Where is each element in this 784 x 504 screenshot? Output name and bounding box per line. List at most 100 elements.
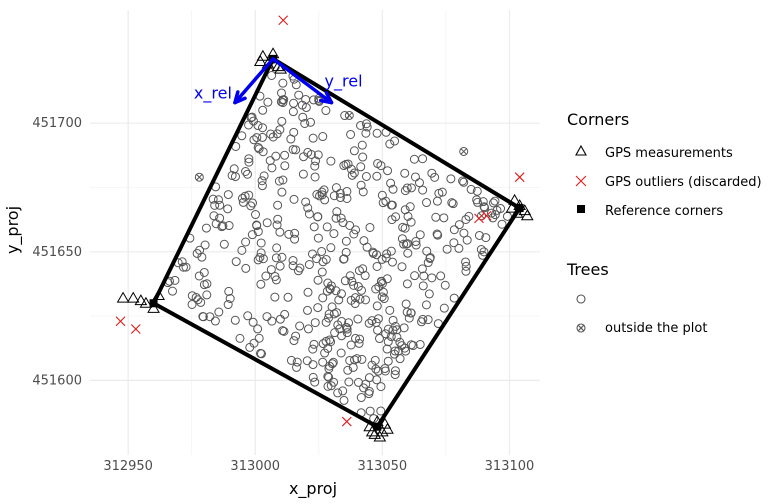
tree-point xyxy=(310,318,320,328)
tree-point xyxy=(448,199,458,209)
gps-outlier-point xyxy=(514,172,525,183)
tree-point xyxy=(254,333,264,343)
tree-point xyxy=(280,309,290,319)
tree-point xyxy=(198,312,208,322)
tree-point xyxy=(356,180,366,190)
tree-point xyxy=(241,237,251,247)
tree-point xyxy=(337,331,347,341)
tree-point xyxy=(262,312,272,322)
gps-outlier-point xyxy=(474,213,484,224)
tree-point xyxy=(247,230,257,240)
tree-point xyxy=(372,301,382,311)
tree-point xyxy=(255,348,265,358)
tree-point xyxy=(240,191,250,201)
tree-point xyxy=(225,294,235,304)
tree-point xyxy=(461,257,471,267)
tree-point xyxy=(466,184,476,194)
tree-point xyxy=(313,275,323,285)
tree-point xyxy=(386,246,396,256)
tree-outside-point xyxy=(344,110,354,120)
tree-point xyxy=(418,314,428,324)
tree-point xyxy=(439,303,449,313)
tree-point xyxy=(383,324,393,334)
gps-outlier-point xyxy=(130,324,141,334)
tree-point xyxy=(346,129,356,139)
y-tick-label: 451700 xyxy=(32,116,82,131)
tree-point xyxy=(387,200,397,210)
tree-point xyxy=(267,163,277,173)
tree-point xyxy=(317,187,327,197)
grid xyxy=(90,10,540,455)
tree-point xyxy=(447,198,457,208)
tree-point xyxy=(241,263,251,273)
tree-point xyxy=(258,123,268,133)
tree-point xyxy=(298,169,308,179)
tree-point xyxy=(321,317,331,327)
tree-point xyxy=(331,213,341,223)
tree-point xyxy=(417,264,427,274)
tree-point xyxy=(178,262,188,272)
tree-point xyxy=(375,334,385,344)
tree-point xyxy=(323,371,333,381)
tree-point xyxy=(272,220,282,230)
tree-point xyxy=(365,222,375,232)
tree-point xyxy=(440,280,450,290)
gps-measurement-point xyxy=(510,206,524,218)
tree-point xyxy=(331,183,341,193)
tree-point xyxy=(335,324,345,334)
tree-point xyxy=(200,240,210,250)
gps-measurement-point xyxy=(381,422,394,434)
circle-icon xyxy=(576,294,586,304)
tree-point xyxy=(289,98,299,108)
tree-point xyxy=(476,245,486,255)
tree-point xyxy=(248,317,258,327)
tree-point xyxy=(251,210,261,220)
tree-point xyxy=(205,312,215,322)
tree-point xyxy=(194,271,204,281)
tree-point xyxy=(309,95,319,105)
tree-point xyxy=(436,271,446,281)
tree-point xyxy=(266,265,276,275)
tree-point xyxy=(358,187,368,197)
tree-point xyxy=(408,341,418,351)
tree-point xyxy=(461,266,471,276)
tree-point xyxy=(418,154,428,164)
tree-point xyxy=(210,200,220,210)
axis-arrow-line xyxy=(233,57,275,105)
tree-point xyxy=(377,292,387,302)
tree-point xyxy=(402,279,412,289)
tree-point xyxy=(432,229,442,239)
tree-point xyxy=(275,261,285,271)
tree-point xyxy=(253,324,263,334)
tree-point xyxy=(385,305,395,315)
tree-point xyxy=(352,354,362,364)
x-tick-label: 312950 xyxy=(103,459,153,474)
cross-icon xyxy=(575,175,587,187)
tree-point xyxy=(244,157,254,167)
ticks-layer: 312950 313000 313050 313100 451600 451650 4517… xyxy=(32,116,534,474)
tree-point xyxy=(472,186,482,196)
tree-point xyxy=(306,117,316,127)
legend-label-outliers: GPS outliers (discarded) xyxy=(605,175,762,190)
tree-point xyxy=(284,229,294,239)
tree-point xyxy=(318,132,328,142)
tree-point xyxy=(411,240,421,250)
tree-point xyxy=(308,133,318,143)
tree-point xyxy=(356,121,366,131)
tree-point xyxy=(346,340,356,350)
tree-point xyxy=(497,219,507,229)
tree-point xyxy=(278,78,288,88)
tree-point xyxy=(272,129,282,139)
tree-point xyxy=(390,370,400,380)
tree-point xyxy=(372,375,382,385)
tree-point xyxy=(209,211,219,221)
tree-point xyxy=(323,381,333,391)
tree-point xyxy=(349,280,359,290)
outside-trees-layer xyxy=(194,110,487,221)
tree-point xyxy=(383,337,393,347)
tree-point xyxy=(439,213,449,223)
tree-point xyxy=(357,140,367,150)
tree-point xyxy=(339,395,349,405)
tree-point xyxy=(414,178,424,188)
